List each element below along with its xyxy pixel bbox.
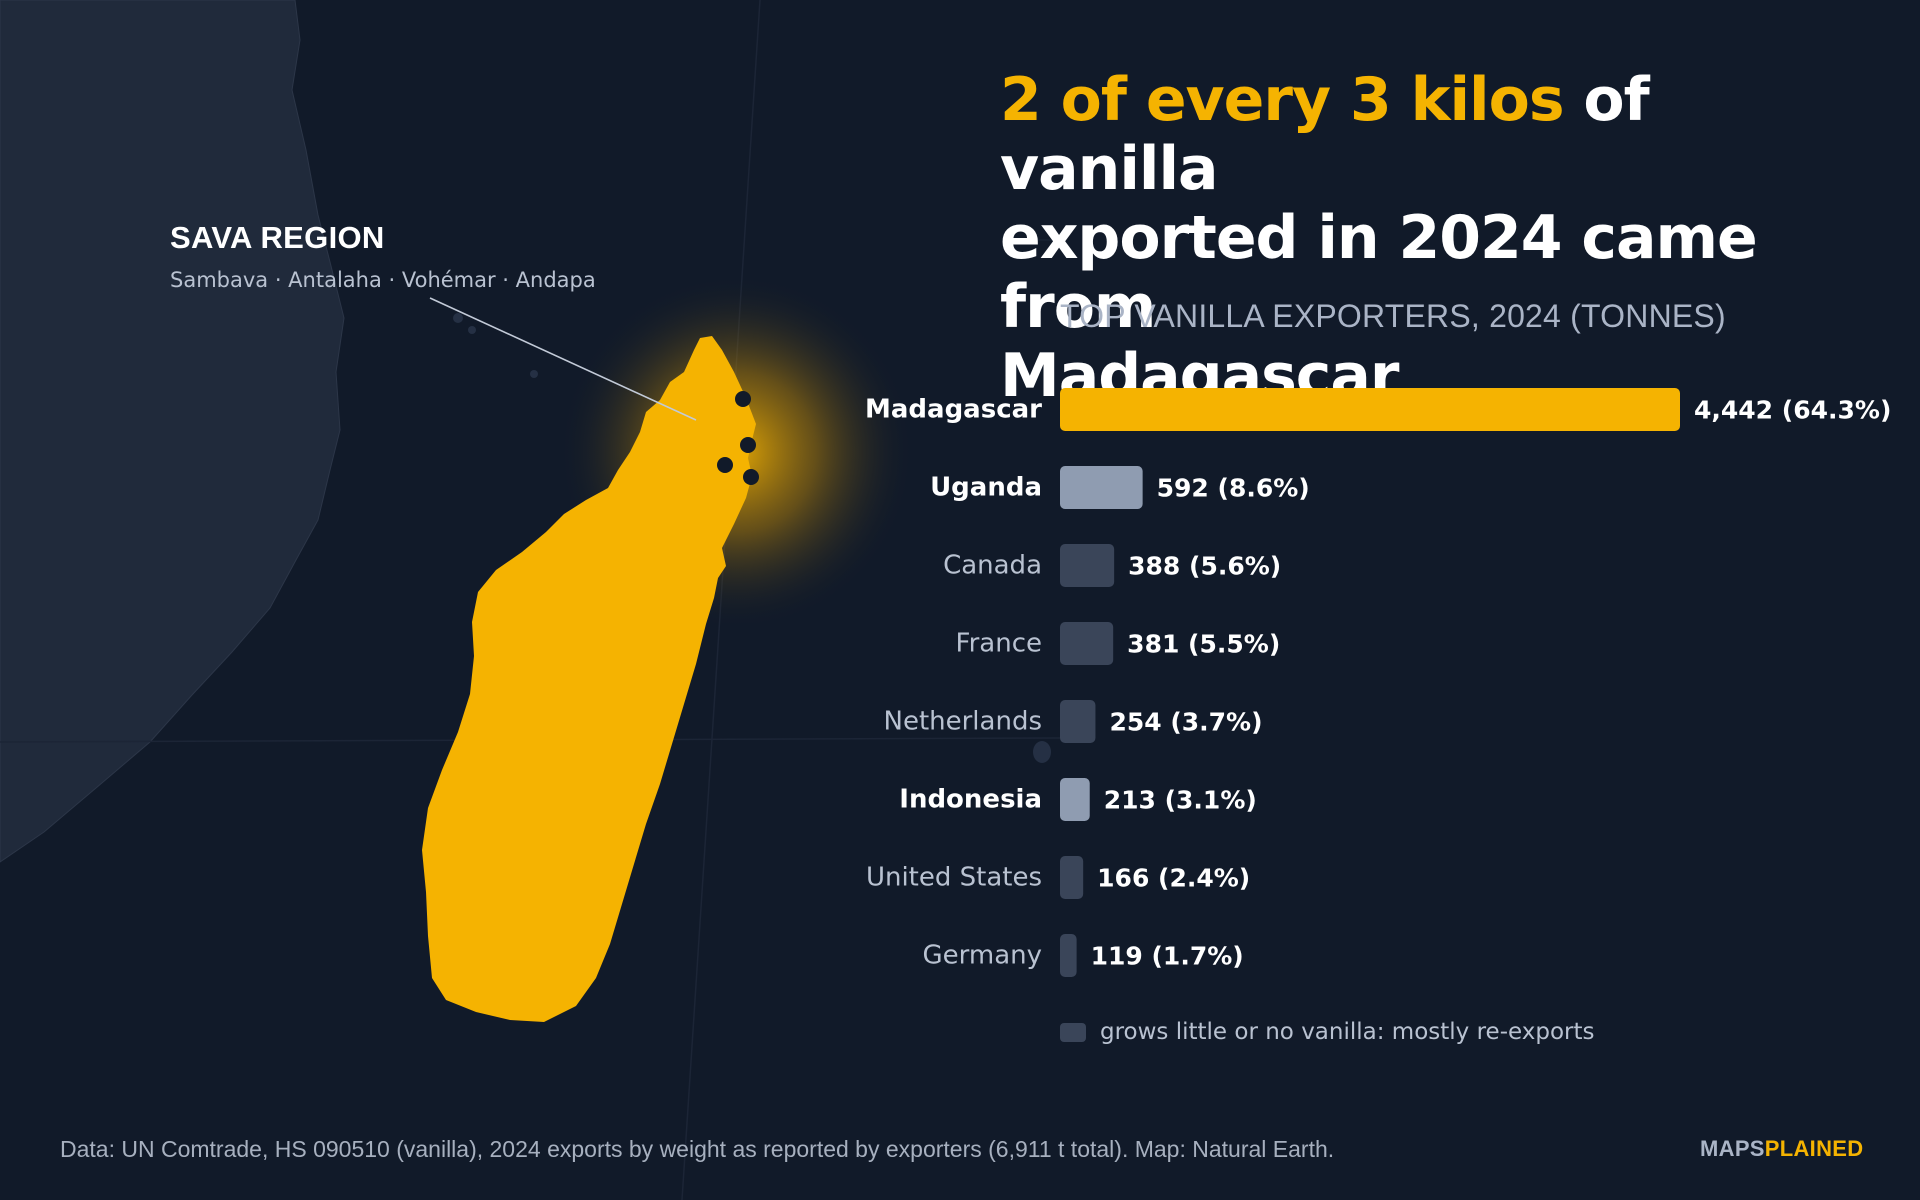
category-label: Madagascar	[865, 395, 1042, 425]
brand-maps: MAPS	[1700, 1136, 1765, 1161]
bar-netherlands	[1060, 700, 1096, 743]
town-antalaha-marker	[743, 469, 759, 485]
value-label: 381 (5.5%)	[1127, 630, 1280, 659]
town-sambava-marker	[740, 437, 756, 453]
bar-france	[1060, 622, 1114, 665]
bar-uganda	[1060, 466, 1143, 509]
headline-line1: of vanilla	[1000, 65, 1650, 204]
africa-landmass	[0, 0, 345, 863]
value-label: 119 (1.7%)	[1091, 942, 1244, 971]
category-label: Indonesia	[899, 785, 1042, 815]
island-comoros	[453, 313, 463, 323]
category-label: Germany	[922, 941, 1042, 971]
headline-highlight: 2 of every 3 kilos	[1000, 65, 1565, 135]
bar-indonesia	[1060, 778, 1090, 821]
brand-plained: PLAINED	[1764, 1136, 1864, 1161]
legend: grows little or no vanilla: mostly re-ex…	[1060, 1018, 1594, 1046]
headline-line2: exported in 2024 came from	[1000, 203, 1758, 342]
town-vohemar-marker	[735, 391, 751, 407]
headline: 2 of every 3 kilos of vanilla exported i…	[1000, 66, 1880, 411]
value-label: 592 (8.6%)	[1157, 474, 1310, 503]
sava-region-towns: Sambava · Antalaha · Vohémar · Andapa	[170, 268, 596, 292]
source-note: Data: UN Comtrade, HS 090510 (vanilla), …	[60, 1136, 1335, 1162]
island-mayotte	[530, 370, 538, 378]
sava-leader-line	[429, 297, 697, 421]
category-label: Canada	[943, 551, 1042, 581]
category-label: Netherlands	[884, 707, 1043, 737]
category-label: France	[956, 629, 1042, 659]
sava-region-title: SAVA REGION	[170, 220, 385, 255]
value-label: 166 (2.4%)	[1097, 864, 1250, 893]
legend-label: grows little or no vanilla: mostly re-ex…	[1100, 1019, 1595, 1045]
category-label: Uganda	[930, 473, 1042, 503]
brand-logo: MAPSPLAINED	[1700, 1136, 1863, 1162]
value-label: 254 (3.7%)	[1109, 708, 1262, 737]
chart-title: TOP VANILLA EXPORTERS, 2024 (TONNES)	[1060, 298, 1726, 334]
bar-canada	[1060, 544, 1115, 587]
bar-madagascar	[1060, 388, 1680, 431]
value-label: 4,442 (64.3%)	[1694, 396, 1891, 425]
bar-united-states	[1060, 856, 1084, 899]
category-label: United States	[866, 863, 1042, 893]
island-comoros	[468, 326, 476, 334]
value-label: 388 (5.6%)	[1128, 552, 1281, 581]
island-reunion	[1033, 741, 1051, 763]
madagascar-landmass	[422, 336, 756, 1022]
bar-germany	[1060, 934, 1077, 977]
town-andapa-marker	[717, 457, 733, 473]
value-label: 213 (3.1%)	[1104, 786, 1257, 815]
legend-swatch	[1060, 1022, 1086, 1042]
